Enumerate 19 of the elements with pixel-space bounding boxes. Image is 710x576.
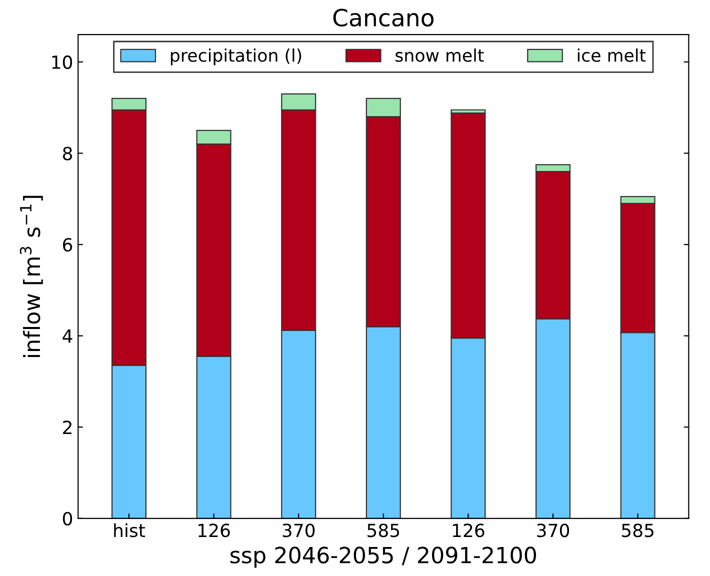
y-tick-label: 8 [62, 146, 72, 160]
y-tick-label: 0 [62, 512, 72, 526]
x-axis-title: ssp 2046-2055 / 2091-2100 [230, 546, 536, 568]
legend-label: precipitation (l) [170, 48, 302, 66]
x-tick-label: 585 [622, 524, 654, 538]
y-tick-label: 10 [52, 55, 72, 70]
y-axis-title: inflow [m$^{3}$ s$^{−1}$] [20, 196, 43, 358]
chart-title: Cancano [333, 8, 434, 27]
x-tick-label: 370 [537, 524, 570, 538]
y-tick-label: 6 [63, 238, 72, 252]
x-tick-label: hist [114, 523, 146, 538]
x-tick-label: 370 [282, 524, 315, 538]
x-tick-label: 585 [368, 524, 400, 538]
x-tick-label: 126 [198, 524, 230, 538]
legend-label: ice melt [578, 48, 646, 62]
x-tick-label: 126 [452, 524, 484, 538]
y-tick-label: 4 [62, 330, 72, 343]
y-tick-label: 2 [63, 420, 72, 434]
legend-label: snow melt [396, 48, 484, 62]
